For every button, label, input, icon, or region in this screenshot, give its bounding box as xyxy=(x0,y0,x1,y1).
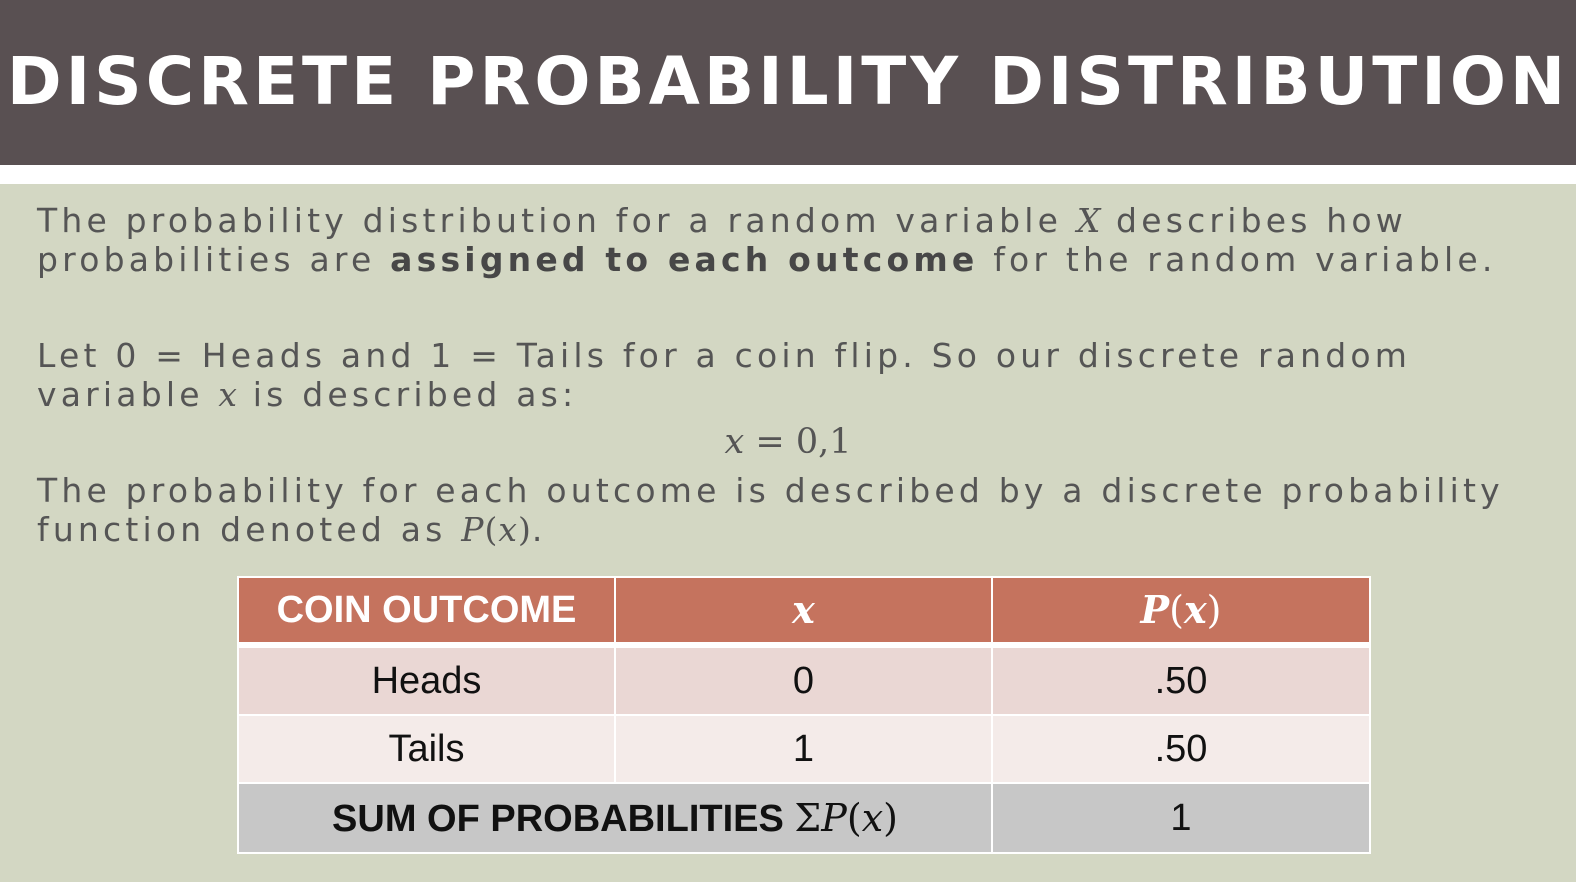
emphasis-text: assigned to each outcome xyxy=(390,240,979,279)
header-x: x xyxy=(614,576,993,648)
paragraph-function-line2: function denoted as P(x). xyxy=(37,510,547,549)
header-px: P(x) xyxy=(991,576,1371,648)
paragraph-coin-line1: Let 0 = Heads and 1 = Tails for a coin f… xyxy=(37,336,1412,375)
table-row: Tails 1 .50 xyxy=(237,714,1371,784)
table-row: Heads 0 .50 xyxy=(237,644,1371,716)
title-bar xyxy=(0,0,1576,165)
equation: x = 0,1 xyxy=(0,420,1576,464)
cell-x: 0 xyxy=(614,644,993,716)
sum-value-cell: 1 xyxy=(991,782,1371,854)
equation-variable: x xyxy=(724,422,745,462)
table-header-row: COIN OUTCOME x P(x) xyxy=(237,576,1371,648)
paragraph-function-line1: The probability for each outcome is desc… xyxy=(37,471,1504,510)
math-variable-X: X xyxy=(1076,201,1102,240)
equation-rhs: = 0,1 xyxy=(744,422,852,462)
paragraph-definition-line1: The probability distribution for a rando… xyxy=(37,201,1407,240)
table-sum-row: SUM OF PROBABILITIES ΣP(x) 1 xyxy=(237,782,1371,854)
paragraph-coin-line2: variable x is described as: xyxy=(37,375,578,414)
slide-title: DISCRETE PROBABILITY DISTRIBUTION xyxy=(6,43,1570,120)
math-function-P: P xyxy=(461,510,485,549)
math-variable-x: x xyxy=(218,375,239,414)
cell-probability: .50 xyxy=(991,644,1371,716)
sum-label-cell: SUM OF PROBABILITIES ΣP(x) xyxy=(237,782,993,854)
header-coin-outcome: COIN OUTCOME xyxy=(237,576,616,648)
probability-table: COIN OUTCOME x P(x) Heads 0 .50 Tails 1 … xyxy=(237,576,1371,854)
cell-outcome: Heads xyxy=(237,644,616,716)
cell-outcome: Tails xyxy=(237,714,616,784)
cell-probability: .50 xyxy=(991,714,1371,784)
paragraph-coin-example: Let 0 = Heads and 1 = Tails for a coin f… xyxy=(37,336,1547,414)
paragraph-probability-function: The probability for each outcome is desc… xyxy=(37,471,1547,549)
divider-band xyxy=(0,165,1576,184)
paragraph-definition-line2: probabilities are assigned to each outco… xyxy=(37,240,1497,279)
paragraph-definition: The probability distribution for a rando… xyxy=(37,201,1547,279)
cell-x: 1 xyxy=(614,714,993,784)
